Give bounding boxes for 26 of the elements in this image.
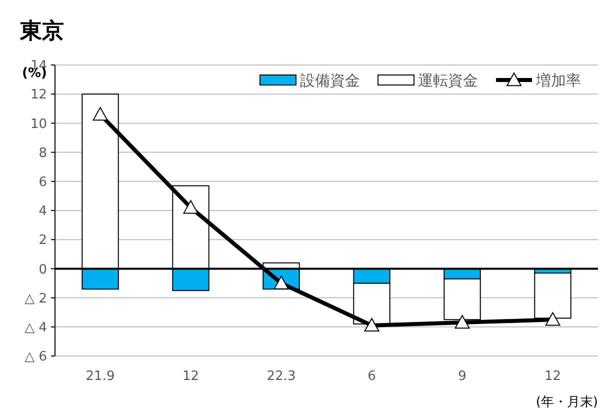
legend-label: 運転資金 xyxy=(418,71,478,90)
x-tick-label: 21.9 xyxy=(86,369,115,384)
y-tick-label: 8 xyxy=(38,146,47,161)
y-tick-label: 4 xyxy=(38,204,47,220)
legend-label: 増加率 xyxy=(535,71,581,90)
point xyxy=(364,318,380,332)
y-tick-label: △ 2 xyxy=(24,291,47,306)
point xyxy=(183,200,198,214)
y-tick-label: 0 xyxy=(38,262,47,278)
point xyxy=(545,312,560,326)
y-tick-label: 12 xyxy=(30,88,47,103)
point xyxy=(92,106,108,121)
y-tick-label: 10 xyxy=(30,116,47,132)
y-tick-label: △ 4 xyxy=(24,320,47,336)
x-tick-label: 12 xyxy=(544,369,562,384)
x-tick-label: 9 xyxy=(458,369,466,384)
point xyxy=(454,315,470,329)
x-tick-label: 22.3 xyxy=(266,369,296,384)
y-tick-label: 6 xyxy=(38,174,47,190)
y-tick-label: 2 xyxy=(38,233,47,248)
chart-title: 東京 xyxy=(19,18,64,44)
y-tick-label: △ 6 xyxy=(24,350,47,365)
x-tick-label: 6 xyxy=(368,369,376,384)
x-axis-title: (年・月末) xyxy=(536,395,598,410)
legend-label: 設備資金 xyxy=(300,71,360,90)
x-tick-label: 12 xyxy=(182,369,200,384)
